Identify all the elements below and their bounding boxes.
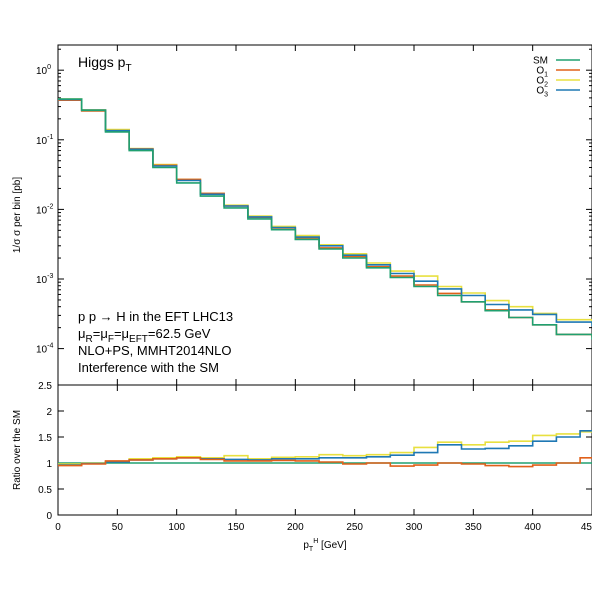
lower-y-tick-label: 1.5 bbox=[38, 433, 52, 444]
legend-label-o3: O3 bbox=[536, 86, 548, 99]
x-tick-label: 50 bbox=[112, 522, 124, 533]
distribution-panel: 100 10-1 10-2 10-3 10-4 1/σ σ per bin [pb] H… bbox=[12, 44, 592, 386]
upper-y-tick-label: 10-3 bbox=[36, 273, 53, 286]
upper-y-axis-title: 1/σ σ per bin [pb] bbox=[12, 177, 23, 253]
legend-label-o2: O2 bbox=[536, 76, 548, 89]
lower-y-axis-title: Ratio over the SM bbox=[12, 410, 23, 490]
lower-axis-ticks: 0 0.5 1 1.5 2 2.5 0 50 100 150 200 250 300 350 400 45 bbox=[38, 381, 592, 533]
annotation-line: Interference with the SM bbox=[78, 360, 219, 375]
x-axis-title-superscript: H bbox=[313, 538, 318, 545]
annotation-line: NLO+PS, MMHT2014NLO bbox=[78, 343, 232, 358]
upper-y-tick-label: 10-2 bbox=[36, 203, 53, 216]
upper-y-tick-label: 10-4 bbox=[36, 343, 53, 356]
legend-label-o1: O1 bbox=[536, 66, 548, 79]
upper-series-o1-line bbox=[58, 99, 592, 338]
x-tick-label: 45 bbox=[581, 522, 592, 533]
ratio-panel: 0 0.5 1 1.5 2 2.5 0 50 100 150 200 250 300 350 400 45 R… bbox=[12, 381, 592, 553]
lower-y-tick-label: 2.5 bbox=[38, 381, 52, 392]
upper-series-sm-line bbox=[58, 98, 592, 340]
lower-y-tick-label: 0 bbox=[46, 511, 52, 522]
x-tick-label: 250 bbox=[346, 522, 363, 533]
process-annotation: p p → H in the EFT LHC13 μR=μF=μEFT=62.5 … bbox=[78, 309, 233, 375]
x-axis-title: pTH [GeV] bbox=[303, 538, 346, 553]
x-tick-label: 150 bbox=[228, 522, 245, 533]
upper-y-tick-label: 10-1 bbox=[36, 134, 53, 147]
upper-series-group bbox=[58, 98, 592, 340]
chart-title-subscript: T bbox=[125, 63, 131, 74]
x-tick-label: 300 bbox=[406, 522, 423, 533]
x-tick-label: 100 bbox=[168, 522, 185, 533]
upper-y-ticks: 100 10-1 10-2 10-3 10-4 bbox=[36, 45, 592, 385]
lower-plot-frame bbox=[57, 384, 592, 516]
x-axis-title-unit: [GeV] bbox=[318, 540, 347, 551]
lower-y-tick-label: 1 bbox=[46, 459, 52, 470]
annotation-line: p p → H in the EFT LHC13 bbox=[78, 309, 233, 324]
upper-series-o2-line bbox=[58, 98, 592, 325]
lower-series-group bbox=[58, 430, 592, 468]
chart-title: Higgs pT bbox=[78, 54, 132, 74]
x-tick-label: 400 bbox=[524, 522, 541, 533]
x-tick-label: 200 bbox=[287, 522, 304, 533]
upper-y-tick-label: 100 bbox=[36, 64, 51, 77]
x-axis-title-subscript: T bbox=[309, 546, 314, 553]
upper-series-o3-line bbox=[58, 98, 592, 327]
lower-y-tick-label: 2 bbox=[46, 407, 52, 418]
annotation-line: μR=μF=μEFT=62.5 GeV bbox=[78, 326, 211, 345]
lower-y-tick-label: 0.5 bbox=[38, 485, 52, 496]
lower-series-o1-line bbox=[58, 457, 592, 468]
legend-label-sm: SM bbox=[533, 56, 548, 67]
x-tick-label: 350 bbox=[465, 522, 482, 533]
x-tick-label: 0 bbox=[55, 522, 61, 533]
